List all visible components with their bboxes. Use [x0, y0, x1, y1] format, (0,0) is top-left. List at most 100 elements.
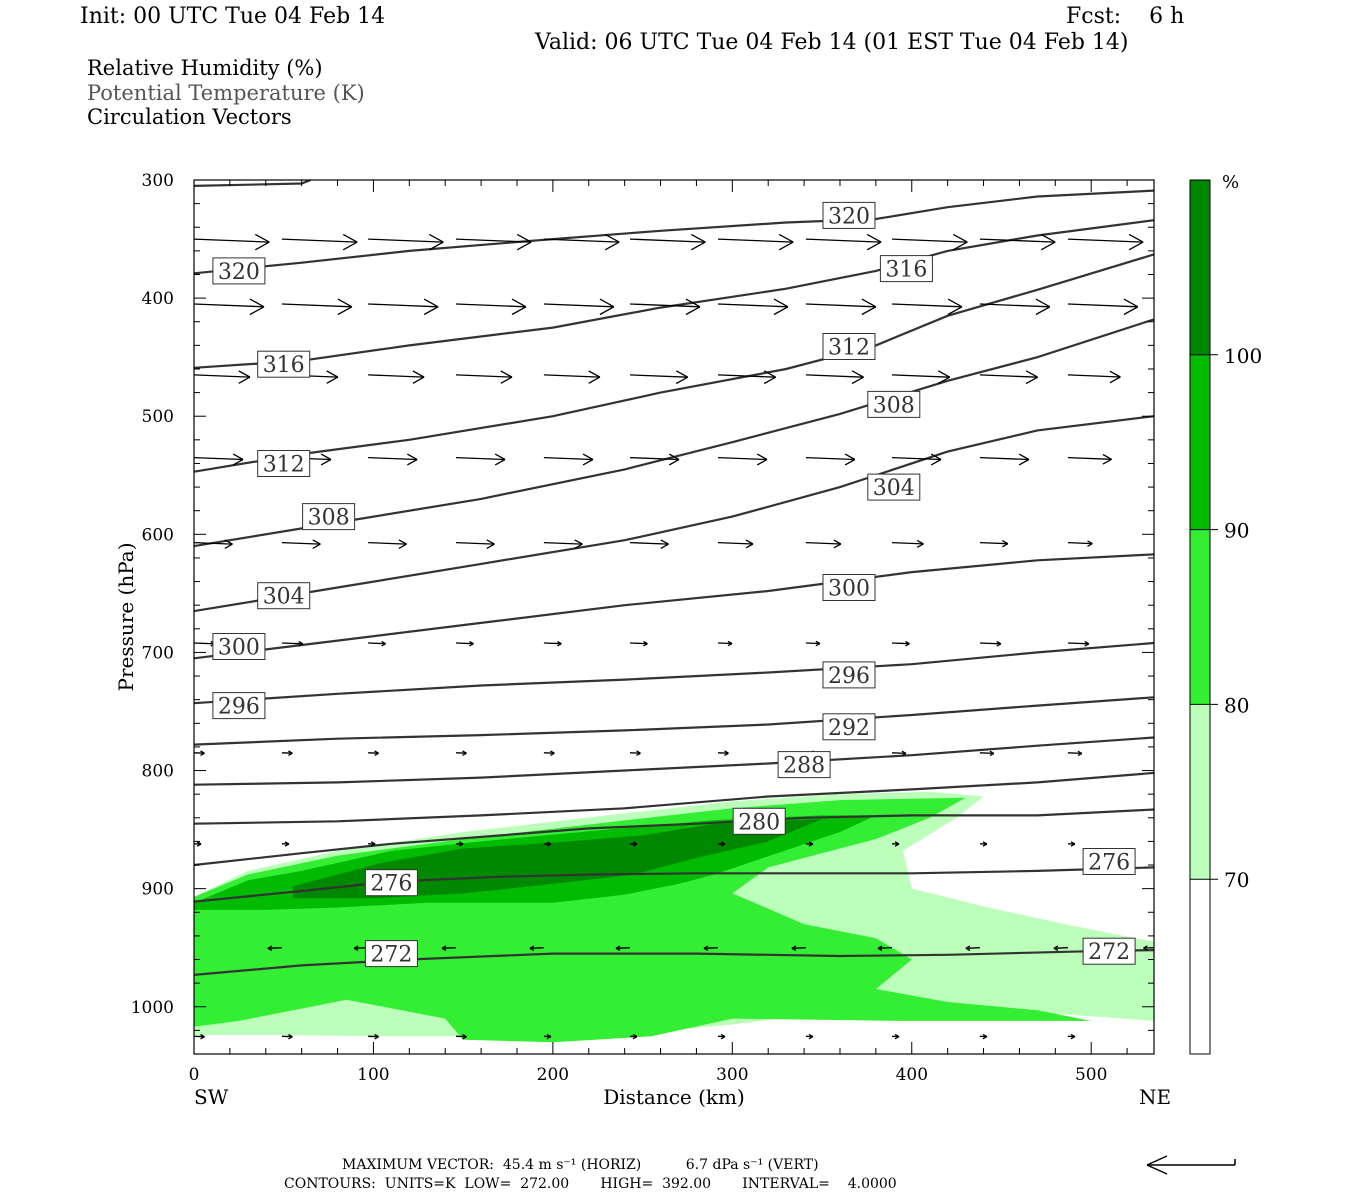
- vector-arrow: [717, 233, 794, 251]
- vector-arrow: [455, 453, 506, 466]
- vector-arrow: [891, 298, 963, 316]
- contour-label: 296: [212, 692, 266, 720]
- vector-arrow: [281, 539, 321, 549]
- contour-label: 276: [1082, 848, 1136, 876]
- vector-arrow: [543, 298, 615, 316]
- vector-arrow: [805, 370, 864, 385]
- vector-arrow: [1153, 1036, 1154, 1037]
- vector-arrow: [979, 640, 1002, 647]
- vector-arrow: [543, 370, 601, 384]
- vector-arrow: [194, 841, 202, 847]
- vector-arrow: [629, 370, 689, 385]
- contour-label-text: 312: [263, 453, 305, 478]
- theta-contours: [194, 180, 1154, 976]
- contour-label: 272: [1082, 937, 1136, 965]
- vector-arrow: [891, 453, 942, 466]
- vector-arrow: [805, 640, 821, 647]
- vector-arrow: [979, 841, 988, 847]
- contour-label: 292: [822, 713, 876, 741]
- theta-line-280: [194, 808, 1154, 867]
- vector-arrow: [281, 298, 353, 316]
- vector-arrow: [629, 640, 648, 647]
- contour-label-text: 296: [218, 695, 260, 720]
- rh-shading: [194, 791, 1154, 1043]
- contour-label-text: 272: [370, 943, 412, 968]
- vector-arrow: [1143, 945, 1154, 951]
- contour-label: 280: [732, 807, 786, 835]
- vector-arrow: [979, 1033, 988, 1040]
- y-tick-label: 300: [142, 171, 174, 191]
- contour-label-text: 316: [885, 258, 927, 283]
- vector-arrow: [543, 233, 620, 251]
- x-tick-label: 500: [1075, 1065, 1107, 1085]
- contour-label: 296: [822, 661, 876, 689]
- colorbar-unit: %: [1222, 172, 1239, 193]
- theta-line-296: [194, 641, 1154, 705]
- vector-arrow: [281, 750, 293, 756]
- vector-arrow: [979, 298, 1051, 316]
- contour-label-text: 292: [828, 716, 870, 741]
- vector-arrow: [805, 539, 842, 549]
- legend-vectors: Circulation Vectors: [87, 105, 292, 129]
- contour-label-text: 304: [263, 585, 305, 610]
- vector-arrow: [805, 298, 877, 316]
- left-end-label: SW: [194, 1085, 229, 1109]
- theta-line-312: [194, 253, 1154, 473]
- x-tick-label: 300: [716, 1065, 748, 1085]
- y-tick-label: 1000: [131, 998, 174, 1018]
- vector-arrow: [543, 841, 552, 847]
- y-tick-label: 600: [142, 525, 174, 545]
- vector-arrow: [1067, 540, 1093, 547]
- vector-arrow: [455, 841, 464, 847]
- right-end-label: NE: [1139, 1085, 1171, 1109]
- vector-arrow: [717, 640, 733, 647]
- vector-arrow: [891, 750, 907, 757]
- theta-line-308: [194, 318, 1154, 548]
- vector-arrow: [891, 370, 951, 385]
- vector-arrow: [368, 750, 379, 756]
- vector-arrow: [281, 233, 358, 251]
- vector-arrow: [194, 750, 205, 756]
- vector-arrow: [805, 1033, 814, 1040]
- vector-arrow: [629, 233, 706, 251]
- rh-region-100: [292, 819, 822, 899]
- contour-label-text: 312: [828, 336, 870, 361]
- vector-arrow: [1067, 841, 1076, 847]
- contour-label-text: 304: [873, 476, 915, 501]
- contour-label: 312: [822, 333, 876, 361]
- contour-label-text: 276: [1088, 851, 1130, 876]
- vector-arrow: [455, 539, 495, 549]
- contour-label: 300: [822, 574, 876, 602]
- vector-arrow: [1067, 750, 1083, 757]
- vector-arrow: [717, 539, 754, 549]
- contour-label-text: 316: [263, 353, 305, 378]
- vector-arrow: [891, 640, 910, 647]
- y-tick-label: 800: [142, 762, 174, 782]
- vector-arrow: [543, 539, 583, 549]
- vector-arrow: [791, 945, 806, 952]
- contour-label: 304: [257, 582, 311, 610]
- vector-arrow: [1067, 370, 1121, 384]
- y-axis-label: Pressure (hPa): [114, 543, 138, 692]
- contour-label: 288: [777, 751, 831, 779]
- vector-arrow: [455, 298, 527, 316]
- contour-label: 308: [302, 503, 356, 531]
- vector-arrow: [717, 750, 729, 756]
- colorbar-frame: [1189, 179, 1211, 1055]
- contour-label: 316: [257, 350, 311, 378]
- contour-label: 320: [822, 201, 876, 229]
- vector-arrow: [629, 841, 638, 847]
- contour-label-text: 308: [308, 506, 350, 531]
- contour-label: 316: [879, 255, 933, 283]
- colorbar-segment: [1190, 529, 1210, 705]
- y-tick-label: 400: [142, 289, 174, 309]
- x-tick-label: 200: [537, 1065, 569, 1085]
- vector-arrow: [1153, 304, 1154, 305]
- theta-line-276: [194, 866, 1154, 903]
- vector-arrow: [891, 1033, 900, 1040]
- vector-arrow: [629, 453, 680, 466]
- vector-arrow: [1153, 752, 1154, 754]
- vector-arrow: [543, 1033, 552, 1040]
- vector-arrow: [629, 539, 669, 549]
- reference-vector: [1146, 1155, 1236, 1175]
